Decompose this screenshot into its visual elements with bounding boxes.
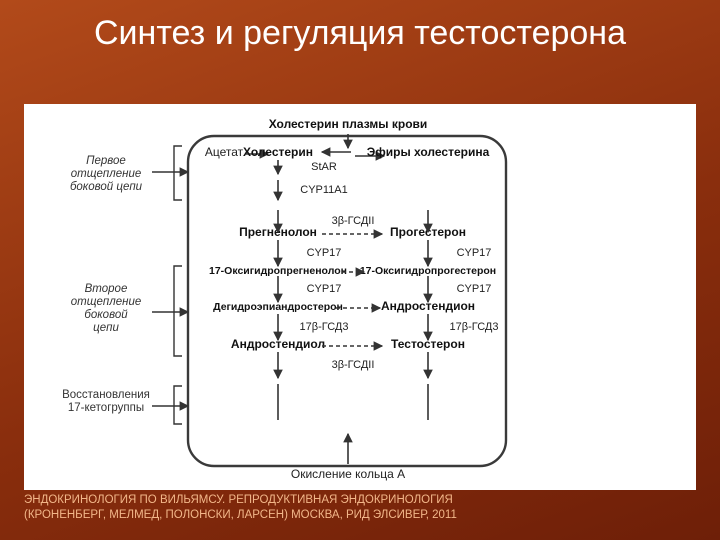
node-left-0: Ацетат	[205, 145, 244, 159]
side-label-0-1: отщепление	[71, 168, 142, 180]
enzyme-left-5: 17β-ГСД3	[300, 321, 349, 333]
enzyme-left-4: CYP17	[307, 283, 342, 295]
node-left-3: 17-Оксигидропрегненолон	[209, 265, 347, 277]
diagram-svg: Холестерин плазмы крови АцетатХолестерин П…	[24, 104, 696, 490]
enzyme-right-2: 17β-ГСД3	[450, 321, 499, 333]
side-label-0-2: боковой цепи	[70, 181, 143, 193]
enzyme-right-1: CYP17	[457, 283, 492, 295]
diagram-container: Холестерин плазмы крови АцетатХолестерин П…	[24, 104, 696, 490]
side-label-2-0: Восстановления	[62, 389, 150, 401]
slide-title: Синтез и регуляция тестостерона	[0, 14, 720, 53]
enzyme-right-0: CYP17	[457, 247, 492, 259]
side-label-1-2: боковой	[84, 309, 128, 321]
enzyme-left-3: CYP17	[307, 247, 342, 259]
credit-line: ЭНДОКРИНОЛОГИЯ ПО ВИЛЬЯМСУ. РЕПРОДУКТИВН…	[24, 493, 696, 524]
node-left-1: Холестерин	[243, 145, 313, 159]
side-label-2-1: 17-кетогруппы	[68, 402, 144, 414]
credit-line-2: (КРОНЕНБЕРГ, МЕЛМЕД, ПОЛОНСКИ, ЛАРСЕН) М…	[24, 509, 457, 521]
slide: Синтез и регуляция тестостерона Холестер…	[0, 0, 720, 540]
enzyme-left-0: StAR	[311, 161, 337, 173]
side-label-1-3: цепи	[93, 322, 119, 334]
oxidation-label: Окисление кольца A	[291, 467, 405, 481]
side-label-0-0: Первое	[86, 155, 126, 167]
side-label-1-1: отщепление	[71, 296, 142, 308]
node-right-2: 17-Оксигидропрогестерон	[360, 265, 496, 277]
node-left-4: Дегидроэпиандростерон	[213, 301, 343, 313]
node-right-0: Эфиры холестерина	[367, 145, 490, 159]
enzyme-left-6: 3β-ГСДII	[332, 359, 375, 371]
side-label-1-0: Второе	[85, 283, 128, 295]
plasma-cholesterol-label: Холестерин плазмы крови	[269, 117, 428, 131]
credit-line-1: ЭНДОКРИНОЛОГИЯ ПО ВИЛЬЯМСУ. РЕПРОДУКТИВН…	[24, 494, 453, 506]
enzyme-left-1: CYP11A1	[300, 184, 348, 196]
enzyme-left-2: 3β-ГСДII	[332, 215, 375, 227]
